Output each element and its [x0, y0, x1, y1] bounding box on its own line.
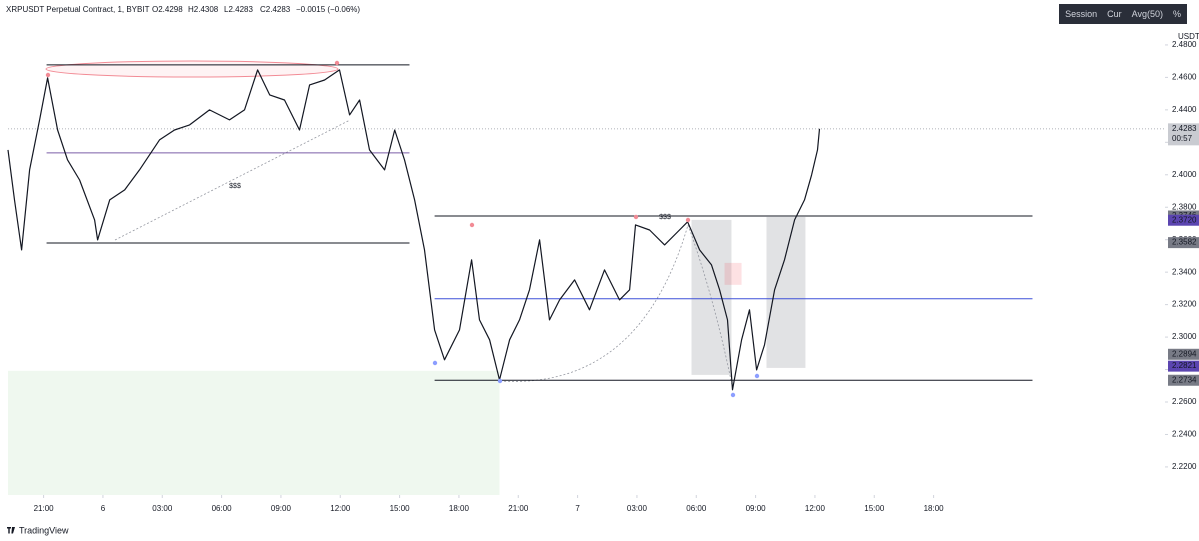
y-tick-label: 2.4000: [1172, 170, 1197, 179]
x-tick-label: 12:00: [330, 504, 351, 513]
ohlc-value: C2.4283: [260, 5, 291, 14]
ohlc-value: −0.0015 (−0.06%): [296, 5, 360, 14]
countdown: 00:57: [1172, 134, 1193, 143]
toolbar: Session Cur Avg(50) %: [1059, 4, 1187, 24]
brand: TradingView: [19, 525, 69, 535]
x-tick-label: 18:00: [449, 504, 470, 513]
y-tick-label: 2.3800: [1172, 202, 1197, 211]
annotation: $$$: [229, 183, 241, 190]
price-label: 2.2821: [1172, 361, 1197, 370]
x-tick-label: 6: [101, 504, 106, 513]
axis-unit: USDT: [1178, 32, 1199, 41]
swing-marker: [334, 60, 340, 66]
swing-marker: [432, 360, 438, 366]
x-tick-label: 7: [575, 504, 580, 513]
price-label: 2.3582: [1172, 238, 1197, 247]
x-tick-label: 12:00: [805, 504, 826, 513]
toolbar-button[interactable]: Avg(50): [1131, 9, 1163, 19]
zone: [724, 262, 742, 285]
zone: [691, 219, 732, 375]
curve-line: [687, 224, 734, 391]
toolbar-button[interactable]: Session: [1065, 9, 1098, 19]
highlight-ellipse: [45, 60, 339, 78]
zone: [766, 216, 806, 368]
price-label: 2.2734: [1172, 375, 1197, 384]
price-label: 2.2894: [1172, 349, 1197, 358]
y-tick-label: 2.2600: [1172, 397, 1197, 406]
x-tick-label: 06:00: [686, 504, 707, 513]
brand-logo: [7, 527, 15, 534]
x-tick-label: 06:00: [212, 504, 233, 513]
price-axis-bg: [1165, 0, 1199, 541]
price-line: [7, 69, 821, 391]
swing-marker: [469, 222, 475, 228]
x-tick-label: 21:00: [508, 504, 529, 513]
x-tick-label: 15:00: [390, 504, 411, 513]
x-tick-label: 03:00: [152, 504, 173, 513]
y-tick-label: 2.4600: [1172, 73, 1197, 82]
ohlc-value: L2.4283: [224, 5, 253, 14]
y-tick-label: 2.3200: [1172, 300, 1197, 309]
swing-marker: [497, 378, 503, 384]
x-tick-label: 21:00: [34, 504, 55, 513]
toolbar-button[interactable]: Cur: [1107, 9, 1122, 19]
price-label-bg: [1168, 237, 1199, 249]
chart-title: XRPUSDT Perpetual Contract, 1, BYBIT: [6, 5, 150, 14]
x-tick-label: 09:00: [746, 504, 767, 513]
price-label-bg: [1168, 360, 1199, 372]
price-label: 2.4283: [1172, 124, 1197, 133]
toolbar-button[interactable]: %: [1172, 9, 1181, 19]
y-tick-label: 2.2400: [1172, 430, 1197, 439]
swing-marker: [754, 373, 760, 379]
zone: [8, 370, 500, 495]
y-tick-label: 2.3000: [1172, 332, 1197, 341]
swing-marker: [730, 392, 736, 398]
y-tick-label: 2.4800: [1172, 40, 1197, 49]
swing-marker: [45, 72, 51, 78]
x-tick-label: 03:00: [627, 504, 648, 513]
x-tick-label: 09:00: [271, 504, 292, 513]
price-label-bg: [1168, 214, 1199, 226]
price-label: 2.3720: [1172, 215, 1197, 224]
price-label-bg: [1168, 374, 1199, 386]
ohlc-value: H2.4308: [188, 5, 219, 14]
swing-marker: [685, 217, 691, 223]
annotation: $$$: [659, 214, 671, 221]
trend-line: [114, 119, 351, 241]
x-tick-label: 18:00: [924, 504, 945, 513]
x-tick-label: 15:00: [864, 504, 885, 513]
price-label-bg: [1168, 348, 1199, 360]
y-tick-label: 2.4400: [1172, 105, 1197, 114]
y-tick-label: 2.3400: [1172, 267, 1197, 276]
curve-line: [499, 224, 689, 382]
swing-marker: [633, 214, 639, 220]
swing-markers: [45, 60, 760, 398]
ohlc-value: O2.4298: [152, 5, 183, 14]
y-tick-label: 2.2200: [1172, 462, 1197, 471]
price-label-bg: [1168, 123, 1199, 146]
